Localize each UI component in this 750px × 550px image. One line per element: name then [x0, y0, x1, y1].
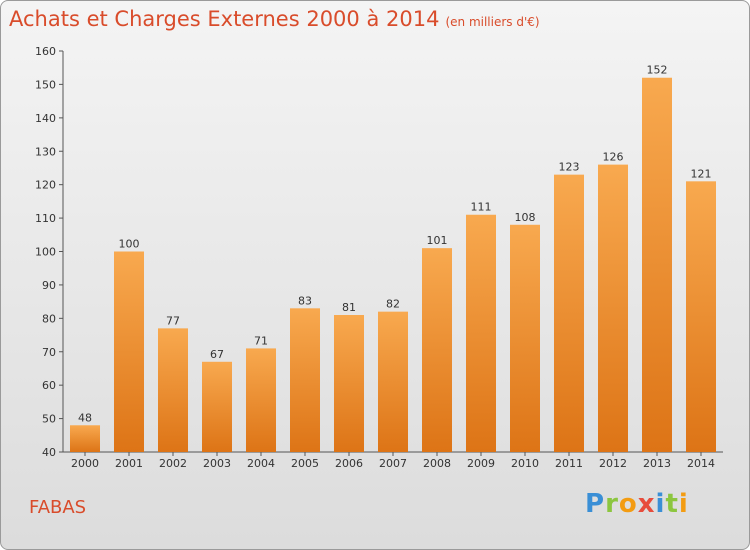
y-tick-label: 120	[35, 179, 56, 192]
bar-2011	[554, 174, 584, 452]
y-tick-label: 100	[35, 246, 56, 259]
y-tick-label: 70	[42, 346, 56, 359]
logo-letter: i	[678, 489, 689, 519]
axes: 40 50 60 70 80 90 100 110 120 130 140 150 160 2000 200…	[35, 45, 723, 470]
logo-letter: t	[665, 489, 679, 519]
value-label-2010: 108	[515, 211, 536, 224]
x-tick-label: 2002	[159, 457, 187, 470]
logo-letter: x	[637, 489, 656, 519]
x-tick-label: 2003	[203, 457, 231, 470]
y-tick-label: 90	[42, 279, 56, 292]
bar-2000	[70, 425, 100, 452]
value-label-2014: 121	[691, 167, 712, 180]
bar-2001	[114, 251, 144, 452]
bar-2008	[422, 248, 452, 452]
logo-letter: P	[585, 489, 606, 519]
value-label-2008: 101	[427, 234, 448, 247]
proxiti-logo: Proxiti	[585, 489, 689, 519]
y-tick-label: 40	[42, 446, 56, 459]
x-tick-label: 2005	[291, 457, 319, 470]
chart-title-text: Achats et Charges Externes 2000 à 2014	[9, 7, 440, 31]
y-tick-label: 140	[35, 112, 56, 125]
bar-2010	[510, 224, 540, 452]
bar-2005	[290, 308, 320, 452]
x-tick-label: 2012	[599, 457, 627, 470]
bar-2013	[642, 77, 672, 452]
value-labels: 48 100 77 67 71 83 81 82 101 111 108 123 126 152 121	[78, 64, 712, 425]
y-tick-label: 160	[35, 45, 56, 58]
value-label-2002: 77	[166, 314, 180, 327]
logo-letter: o	[618, 489, 638, 519]
y-tick-label: 110	[35, 212, 56, 225]
x-tick-label: 2013	[643, 457, 671, 470]
y-tick-label: 80	[42, 312, 56, 325]
bar-2003	[202, 361, 232, 452]
bar-2004	[246, 348, 276, 452]
bar-2006	[334, 314, 364, 452]
value-label-2000: 48	[78, 411, 92, 424]
x-tick-label: 2010	[511, 457, 539, 470]
x-tick-label: 2006	[335, 457, 363, 470]
chart-subtitle: (en milliers d'€)	[445, 15, 540, 29]
y-tick-label: 50	[42, 413, 56, 426]
bar-2002	[158, 328, 188, 452]
value-label-2001: 100	[119, 238, 140, 251]
x-tick-label: 2004	[247, 457, 275, 470]
x-tick-label: 2007	[379, 457, 407, 470]
x-tick-label: 2001	[115, 457, 143, 470]
city-name: FABAS	[29, 497, 87, 518]
value-label-2005: 83	[298, 294, 312, 307]
value-label-2011: 123	[559, 161, 580, 174]
value-label-2004: 71	[254, 334, 268, 347]
y-tick-label: 60	[42, 379, 56, 392]
value-label-2003: 67	[210, 348, 224, 361]
x-tick-label: 2014	[687, 457, 715, 470]
x-tick-label: 2011	[555, 457, 583, 470]
logo-letter: i	[655, 489, 666, 519]
value-label-2007: 82	[386, 298, 400, 311]
x-tick-label: 2008	[423, 457, 451, 470]
value-label-2012: 126	[603, 151, 624, 164]
chart-title: Achats et Charges Externes 2000 à 2014 (e…	[9, 7, 540, 31]
x-tick-label: 2000	[71, 457, 99, 470]
bars	[70, 77, 716, 452]
y-tick-label: 130	[35, 145, 56, 158]
bar-2012	[598, 164, 628, 452]
bar-2014	[686, 181, 716, 452]
value-label-2006: 81	[342, 301, 356, 314]
value-label-2009: 111	[471, 201, 492, 214]
y-tick-label: 150	[35, 78, 56, 91]
x-tick-label: 2009	[467, 457, 495, 470]
bar-2009	[466, 214, 496, 452]
value-label-2013: 152	[647, 64, 668, 77]
logo-letter: r	[605, 489, 619, 519]
bar-2007	[378, 311, 408, 452]
